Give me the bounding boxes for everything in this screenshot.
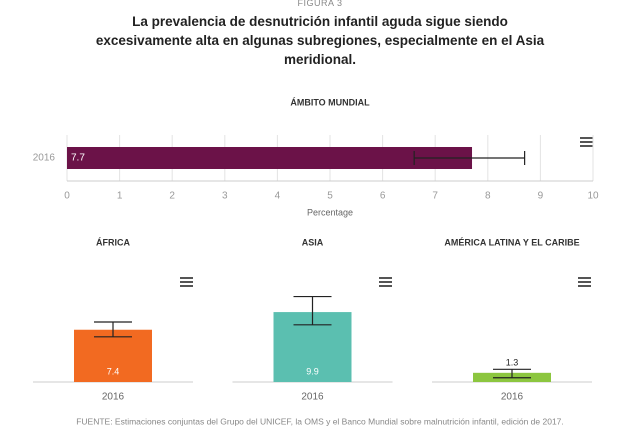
x-tick-label: 4 — [275, 191, 281, 202]
value-label: 7.4 — [107, 366, 120, 376]
error-bar — [293, 295, 332, 326]
x-tick-label: 2 — [169, 191, 175, 202]
value-label: 1.3 — [506, 358, 519, 368]
chart-title: ÁFRICA — [96, 237, 130, 247]
bar — [67, 147, 473, 169]
error-bar — [94, 321, 132, 338]
error-bar — [413, 151, 526, 165]
source-note: FUENTE: Estimaciones conjuntas del Grupo… — [76, 416, 564, 426]
x-tick-label: 6 — [380, 191, 386, 202]
x-tick-label: 8 — [485, 191, 491, 202]
x-tick-label: 7 — [432, 191, 438, 202]
bar — [74, 329, 152, 382]
x-tick-label: 0 — [64, 191, 70, 202]
value-label: 9.9 — [306, 366, 319, 376]
menu-icon[interactable] — [578, 277, 591, 287]
x-tick-label: 5 — [327, 191, 333, 202]
chart-title: ASIA — [302, 237, 324, 247]
menu-icon[interactable] — [180, 277, 193, 287]
y-tick-label: 2016 — [33, 153, 56, 164]
x-axis-label: Percentage — [307, 207, 353, 217]
menu-icon[interactable] — [580, 137, 593, 147]
x-tick-label: 1 — [117, 191, 123, 202]
x-tick-label: 3 — [222, 191, 228, 202]
x-tick-label: 2016 — [301, 392, 324, 403]
figure-label: FIGURA 3 — [297, 0, 343, 8]
menu-icon[interactable] — [379, 277, 392, 287]
x-tick-label: 2016 — [102, 392, 125, 403]
chart-title: AMÉRICA LATINA Y EL CARIBE — [444, 237, 579, 247]
error-bar — [493, 368, 531, 379]
chart-title: ÁMBITO MUNDIAL — [290, 97, 370, 107]
x-tick-label: 2016 — [501, 392, 524, 403]
page-title: La prevalencia de desnutrición infantil … — [95, 14, 545, 67]
x-tick-label: 10 — [587, 191, 599, 202]
x-tick-label: 9 — [538, 191, 544, 202]
value-label: 7.7 — [71, 153, 85, 164]
